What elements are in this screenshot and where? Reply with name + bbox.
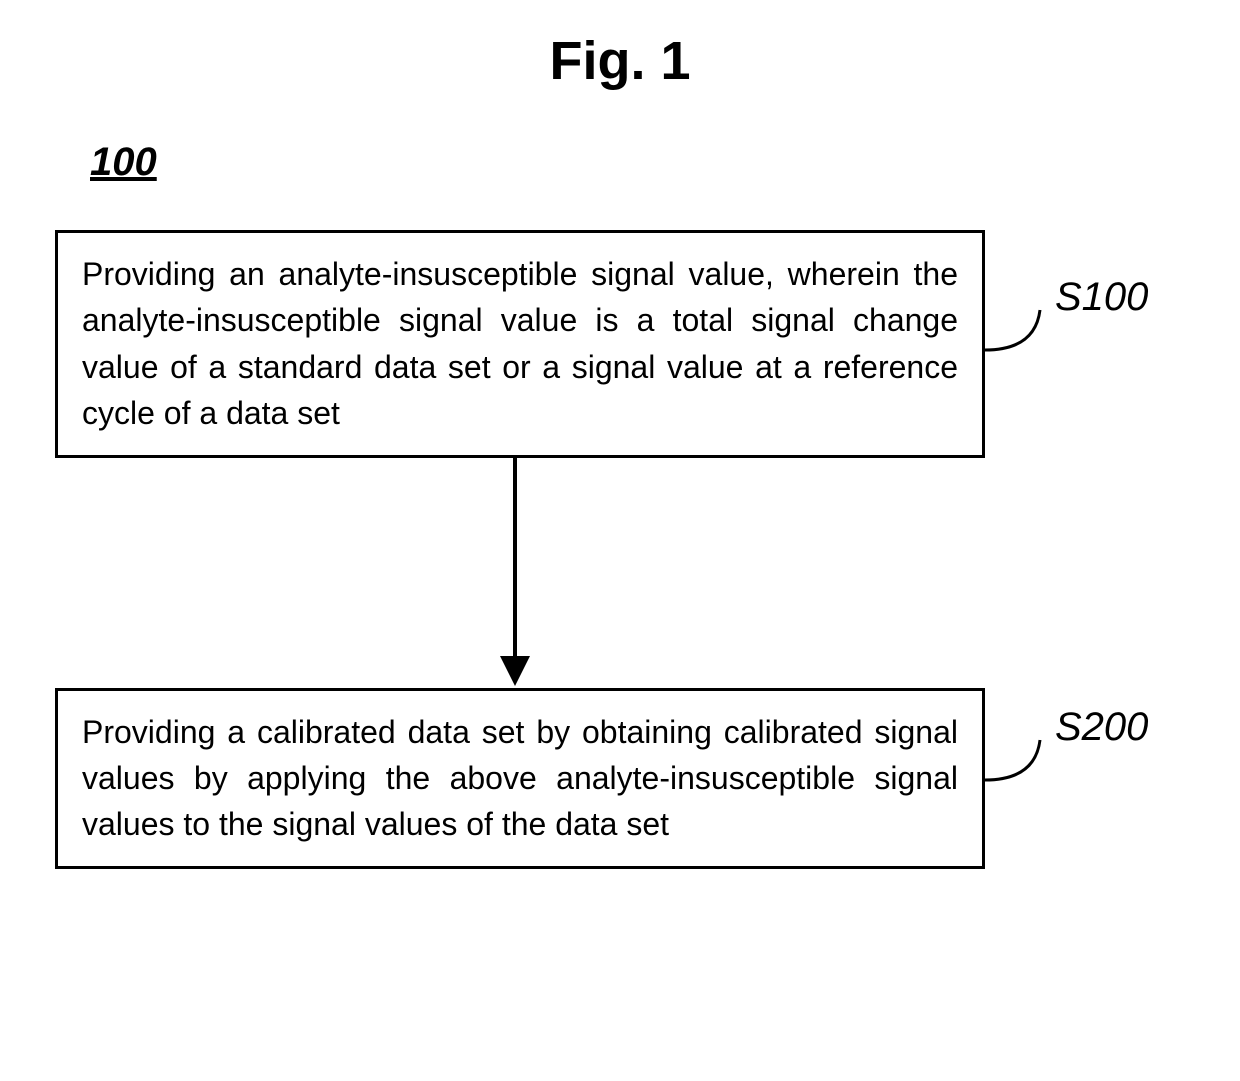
- flow-arrow: [485, 458, 545, 688]
- step-box-s200: Providing a calibrated data set by obtai…: [55, 688, 985, 869]
- figure-number: 100: [90, 140, 157, 185]
- step-label-s200: S200: [1055, 705, 1148, 750]
- step-text-s200: Providing a calibrated data set by obtai…: [82, 709, 958, 848]
- figure-title: Fig. 1: [0, 30, 1240, 92]
- step-box-s100: Providing an analyte-insusceptible signa…: [55, 230, 985, 458]
- step-text-s100: Providing an analyte-insusceptible signa…: [82, 251, 958, 437]
- step-label-s100: S100: [1055, 275, 1148, 320]
- flowchart: Providing an analyte-insusceptible signa…: [55, 230, 1155, 869]
